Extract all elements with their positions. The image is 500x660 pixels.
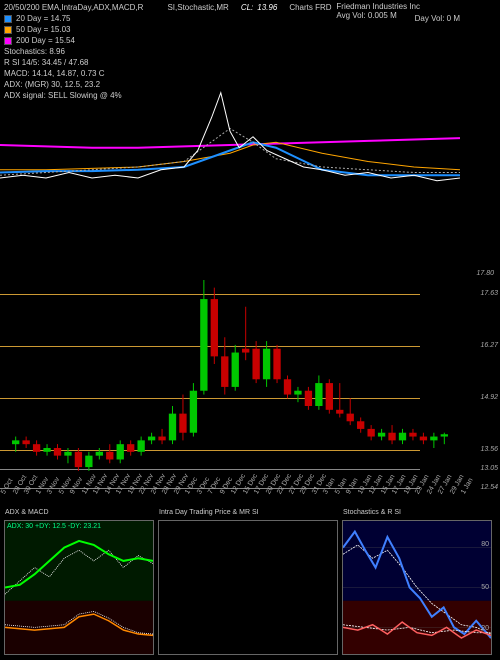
macd-readout: MACD: 14.14, 14.87, 0.73 C <box>4 68 496 79</box>
price-level-label: 14.92 <box>480 394 498 401</box>
date-tick: 9 Jan <box>345 492 351 496</box>
date-tick: 1 Jan <box>460 492 466 496</box>
date-tick: 10 Jan <box>357 492 363 496</box>
date-tick: 22 Dec <box>276 492 282 496</box>
date-tick: 15 Jan <box>380 492 386 496</box>
date-tick: 3 Nov <box>46 492 52 496</box>
date-tick: 29 Nov <box>173 492 179 496</box>
date-tick: 20 Dec <box>265 492 271 496</box>
date-tick: 24 Jan <box>426 492 432 496</box>
legend-text: 20 Day = 14.75 <box>16 13 70 24</box>
candlestick-chart <box>0 280 460 490</box>
date-tick: 19 Jan <box>403 492 409 496</box>
adx-readout-1: ADX: (MGR) 30, 12.5, 23.2 <box>4 79 496 90</box>
date-tick: 5 Nov <box>58 492 64 496</box>
price-level-label: 13.56 <box>480 446 498 453</box>
date-tick: 13 Nov <box>92 492 98 496</box>
date-tick: 28 Oct <box>12 492 18 496</box>
price-level-label: 12.54 <box>480 484 498 491</box>
date-tick: 3 Dec <box>196 492 202 496</box>
indicator-panels: ADX & MACD ADX: 30 +DY: 12.5 -DY: 23.21 … <box>0 520 500 655</box>
date-tick: 28 Nov <box>161 492 167 496</box>
title-mid: SI,Stochastic,MR <box>167 2 228 13</box>
date-tick: 24 Nov <box>150 492 156 496</box>
legend-text: 50 Day = 15.03 <box>16 24 70 35</box>
date-tick: 11 Nov <box>81 492 87 496</box>
date-tick: 9 Nov <box>69 492 75 496</box>
date-tick: 30 Oct <box>23 492 29 496</box>
stoch-readout: Stochastics: 8.96 <box>4 46 496 57</box>
date-tick: 27 Dec <box>288 492 294 496</box>
legend-swatch <box>4 37 12 45</box>
date-axis: 5 Oct 28 Oct 30 Oct 1 Nov 3 Nov 5 Nov 9 Nov 11 … <box>0 492 460 499</box>
stochastics-panel: Stochastics & R SI 80 50 20 <box>342 520 492 655</box>
title-left: 20/50/200 EMA,IntraDay,ADX,MACD,R <box>4 2 143 13</box>
price-level-label: 17.63 <box>480 290 498 297</box>
date-tick: 17 Dec <box>253 492 259 496</box>
date-tick: 17 Nov <box>115 492 121 496</box>
cl-label: CL: <box>241 2 253 13</box>
date-tick: 29 Dec <box>299 492 305 496</box>
date-tick: 17 Jan <box>391 492 397 496</box>
date-tick: 12 Dec <box>230 492 236 496</box>
date-tick: 23 Jan <box>414 492 420 496</box>
date-tick: 9 Dec <box>219 492 225 496</box>
cl-value: 13.96 <box>257 2 277 13</box>
ema-overlay-chart <box>0 90 460 200</box>
charts-label: Charts FRD <box>289 2 331 13</box>
date-tick: 1 Dec <box>184 492 190 496</box>
legend-swatch <box>4 26 12 34</box>
date-tick: 7 Dec <box>207 492 213 496</box>
legend-text: 200 Day = 15.54 <box>16 35 75 46</box>
date-tick: 22 Nov <box>138 492 144 496</box>
date-tick: 5 Oct <box>0 492 6 496</box>
adx-readout-2: ADX signal: SELL Slowing @ 4% <box>4 90 496 101</box>
date-tick: 27 Jan <box>437 492 443 496</box>
date-tick: 15 Dec <box>242 492 248 496</box>
date-tick: 31 Dec <box>311 492 317 496</box>
date-tick: 19 Nov <box>127 492 133 496</box>
adx-readout: ADX: 30 +DY: 12.5 -DY: 23.21 <box>7 523 101 530</box>
price-level-label: 16.27 <box>480 342 498 349</box>
price-top-label: 17.80 <box>476 270 494 277</box>
date-tick: 1 Nov <box>35 492 41 496</box>
price-level-label: 13.05 <box>480 465 498 472</box>
chart-header: 20/50/200 EMA,IntraDay,ADX,MACD,R SI,Sto… <box>0 0 500 103</box>
date-tick: 29 Jan <box>449 492 455 496</box>
date-tick: 5 Jan <box>334 492 340 496</box>
intraday-panel: Intra Day Trading Price & MR SI <box>158 520 338 655</box>
date-tick: 14 Nov <box>104 492 110 496</box>
date-tick: 12 Jan <box>368 492 374 496</box>
adx-macd-panel: ADX & MACD ADX: 30 +DY: 12.5 -DY: 23.21 <box>4 520 154 655</box>
rsi-readout: R SI 14/5: 34.45 / 47.68 <box>4 57 496 68</box>
date-tick: 3 Jan <box>322 492 328 496</box>
legend-swatch <box>4 15 12 23</box>
